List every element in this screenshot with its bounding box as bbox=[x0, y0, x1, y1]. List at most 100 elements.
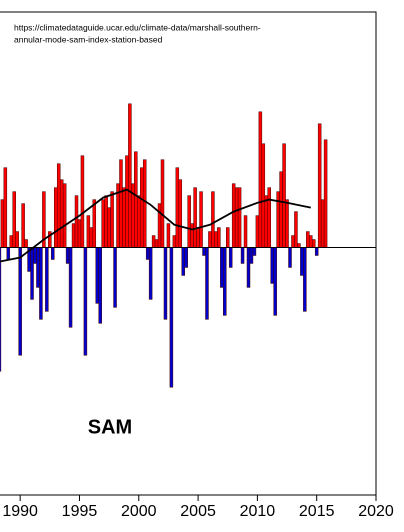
bar bbox=[163, 247, 168, 320]
bar bbox=[282, 143, 286, 248]
bar bbox=[145, 247, 150, 260]
bar bbox=[62, 183, 67, 248]
bar bbox=[0, 199, 5, 248]
bar bbox=[255, 215, 260, 248]
bar bbox=[71, 223, 76, 248]
bar bbox=[95, 247, 99, 304]
bar bbox=[285, 199, 289, 248]
bar bbox=[154, 239, 159, 248]
bar bbox=[65, 247, 70, 264]
bar bbox=[128, 103, 132, 248]
bar bbox=[24, 239, 28, 248]
bar bbox=[279, 171, 283, 248]
bar bbox=[288, 247, 292, 268]
bar bbox=[184, 247, 188, 268]
bar bbox=[228, 247, 233, 268]
bar bbox=[234, 187, 239, 248]
x-tick-label: 2000 bbox=[121, 503, 157, 520]
bar bbox=[258, 111, 263, 248]
bar bbox=[86, 215, 91, 248]
bar bbox=[6, 247, 11, 260]
bar bbox=[249, 247, 254, 264]
bar bbox=[208, 231, 212, 248]
bar bbox=[252, 247, 257, 256]
bar bbox=[202, 247, 206, 256]
bar bbox=[190, 223, 194, 248]
bar bbox=[33, 247, 37, 264]
bar bbox=[169, 247, 174, 388]
bar bbox=[45, 247, 49, 312]
bar bbox=[181, 247, 185, 276]
bar bbox=[261, 143, 266, 248]
bar bbox=[9, 235, 14, 248]
bar bbox=[140, 167, 144, 248]
bar bbox=[205, 247, 209, 320]
bar bbox=[220, 247, 224, 288]
bar bbox=[77, 219, 82, 248]
bar bbox=[294, 211, 298, 248]
bar bbox=[193, 187, 197, 248]
bar bbox=[148, 247, 153, 300]
bar bbox=[107, 207, 111, 248]
bar bbox=[59, 179, 64, 248]
x-tick-label: 1995 bbox=[62, 503, 98, 520]
annotation: SAM bbox=[88, 416, 132, 438]
bar bbox=[273, 247, 277, 316]
bar bbox=[134, 151, 138, 248]
bar bbox=[101, 199, 105, 248]
source-line: annular-mode-sam-index-station-based bbox=[14, 34, 163, 44]
bar bbox=[303, 247, 307, 312]
bar bbox=[243, 215, 248, 248]
bar bbox=[166, 223, 171, 248]
x-tick-label: 1990 bbox=[2, 503, 38, 520]
bar bbox=[92, 199, 97, 248]
x-tick-label: 2010 bbox=[240, 503, 276, 520]
bar bbox=[74, 195, 79, 248]
bar bbox=[306, 231, 310, 248]
bar bbox=[160, 159, 165, 248]
bar bbox=[172, 235, 177, 248]
bar bbox=[300, 247, 304, 276]
bar bbox=[51, 247, 55, 260]
bar bbox=[187, 195, 191, 248]
bar bbox=[125, 155, 129, 248]
bar bbox=[68, 247, 73, 328]
bar bbox=[89, 227, 94, 248]
bar bbox=[21, 203, 25, 248]
x-tick-label: 2015 bbox=[299, 503, 335, 520]
bar bbox=[18, 247, 22, 356]
smooth-line bbox=[0, 188, 311, 263]
bar bbox=[320, 199, 325, 248]
bar bbox=[314, 247, 319, 256]
bar bbox=[267, 187, 271, 248]
bar bbox=[217, 227, 221, 248]
bar bbox=[175, 167, 180, 248]
bar bbox=[56, 163, 61, 248]
bar bbox=[291, 235, 295, 248]
bar bbox=[122, 187, 126, 248]
bar bbox=[110, 191, 114, 248]
bar bbox=[113, 247, 117, 308]
bar bbox=[237, 187, 242, 248]
bar bbox=[54, 187, 58, 248]
bar bbox=[196, 227, 200, 248]
bar bbox=[297, 243, 301, 248]
bar bbox=[0, 247, 2, 372]
bar bbox=[223, 247, 227, 316]
bar bbox=[104, 195, 108, 248]
bar bbox=[3, 167, 8, 248]
bar bbox=[264, 195, 269, 248]
bar bbox=[36, 247, 40, 288]
x-tick-label: 2005 bbox=[180, 503, 216, 520]
bar bbox=[323, 139, 328, 248]
bar bbox=[178, 179, 183, 248]
bar bbox=[157, 203, 162, 248]
bar bbox=[98, 247, 102, 324]
bar bbox=[30, 247, 34, 300]
bar bbox=[199, 191, 203, 248]
bar bbox=[317, 123, 322, 248]
source-line: https://climatedataguide.ucar.edu/climat… bbox=[14, 22, 261, 32]
bar bbox=[311, 239, 316, 248]
bar bbox=[240, 247, 245, 264]
